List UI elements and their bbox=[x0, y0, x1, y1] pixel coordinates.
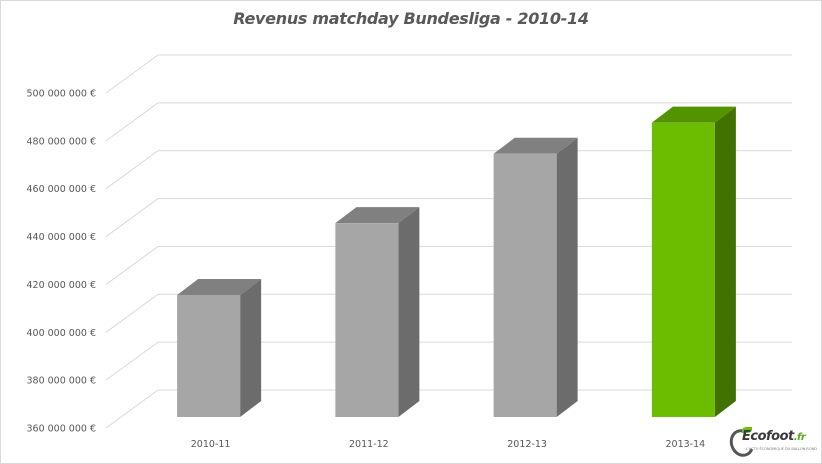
bar-top bbox=[177, 278, 262, 295]
y-tick-label: 380 000 000 € bbox=[26, 376, 96, 387]
logo-brand: Ecofoot.fr bbox=[742, 429, 806, 444]
gridline-depth bbox=[105, 54, 159, 94]
gridline-depth bbox=[105, 293, 159, 333]
bar-top bbox=[493, 137, 578, 154]
y-tick-label: 440 000 000 € bbox=[26, 232, 96, 243]
y-tick-label: 480 000 000 € bbox=[26, 136, 96, 147]
logo-tagline: L'ACTU ÉCONOMIQUE DU BALLON ROND bbox=[746, 447, 817, 451]
logo-leaf-icon bbox=[742, 427, 752, 433]
bar-top bbox=[651, 106, 736, 123]
gridline-depth bbox=[105, 198, 159, 237]
ecofoot-logo: Ecofoot.fr L'ACTU ÉCONOMIQUE DU BALLON R… bbox=[725, 425, 820, 461]
y-tick-label: 460 000 000 € bbox=[26, 184, 96, 195]
bar-2010-11 bbox=[177, 294, 241, 417]
gridline-depth bbox=[105, 150, 159, 190]
chart-title: Revenus matchday Bundesliga - 2010-14 bbox=[233, 9, 589, 28]
gridline-depth bbox=[105, 246, 159, 285]
gridline-depth bbox=[105, 102, 159, 142]
y-tick-label: 400 000 000 € bbox=[26, 328, 96, 339]
y-tick-label: 360 000 000 € bbox=[26, 424, 96, 435]
bar-side bbox=[398, 207, 420, 417]
bar-2013-14 bbox=[651, 122, 715, 417]
gridline-depth bbox=[105, 341, 159, 381]
y-tick-label: 500 000 000 € bbox=[26, 89, 96, 100]
gridline-depth bbox=[105, 389, 159, 429]
bar-side bbox=[240, 278, 262, 417]
x-tick-label: 2012-13 bbox=[507, 439, 547, 450]
bar-2011-12 bbox=[335, 223, 399, 417]
bar-side bbox=[556, 137, 578, 418]
x-tick-label: 2010-11 bbox=[191, 439, 231, 450]
bar-side bbox=[714, 106, 736, 417]
bar-top bbox=[335, 207, 420, 224]
x-tick-label: 2011-12 bbox=[349, 439, 389, 450]
bar-2012-13 bbox=[493, 153, 557, 418]
x-tick-label: 2013-14 bbox=[666, 439, 706, 450]
y-tick-label: 420 000 000 € bbox=[26, 280, 96, 291]
